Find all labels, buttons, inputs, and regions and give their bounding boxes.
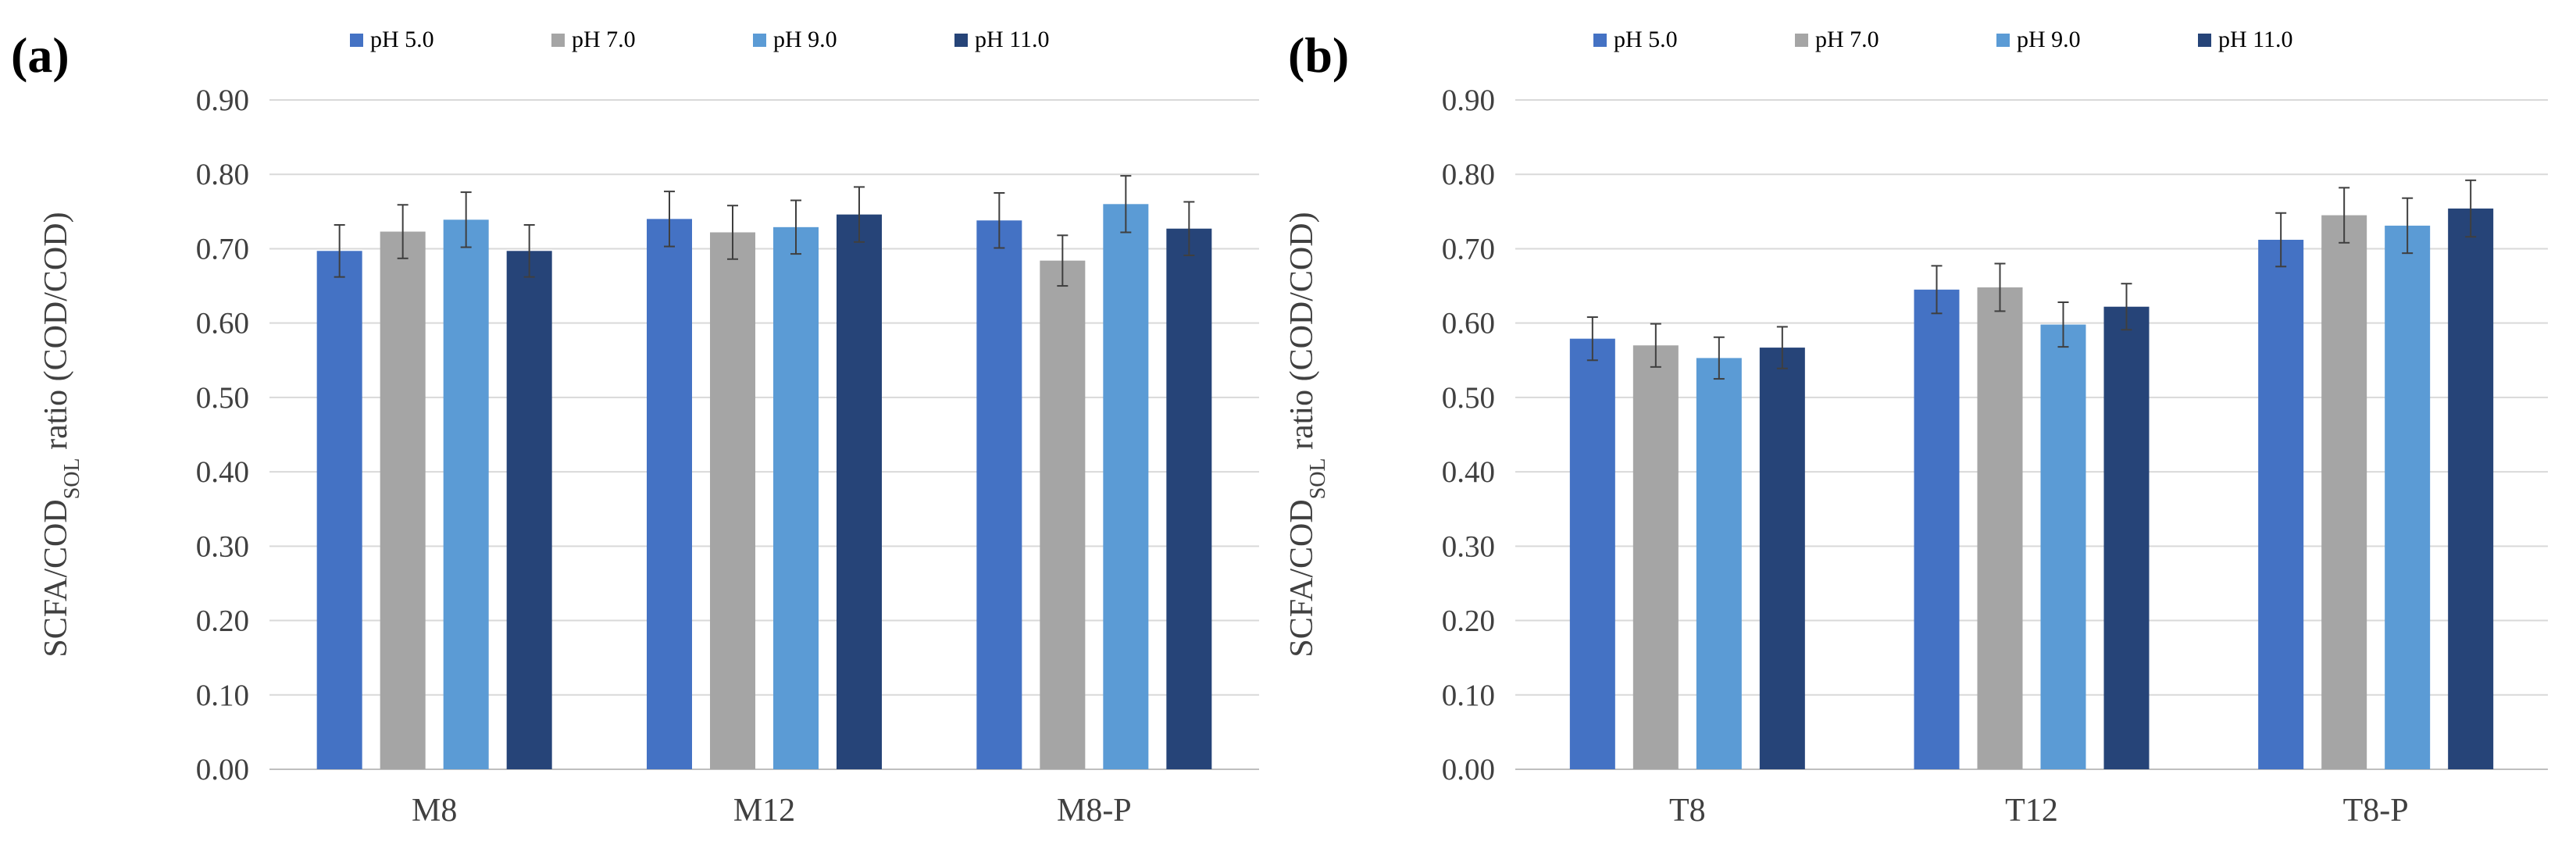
y-axis-label-subscript: SOL (60, 458, 84, 499)
bar (1696, 358, 1742, 769)
bar (1103, 204, 1149, 769)
bar (506, 251, 552, 769)
legend-label: pH 11.0 (975, 27, 1050, 52)
legend-swatch (1593, 33, 1607, 47)
legend-label: pH 9.0 (773, 27, 837, 52)
y-tick-label: 0.60 (1442, 307, 1495, 341)
y-tick-label: 0.50 (1442, 381, 1495, 415)
y-tick-label: 0.40 (196, 455, 249, 489)
x-tick-label: M12 (733, 793, 795, 829)
legend-swatch (2198, 33, 2211, 47)
y-axis-label: SCFA/CODSOL ratio (COD/COD) (38, 212, 84, 657)
y-tick-label: 0.60 (196, 307, 249, 341)
bar (647, 219, 692, 769)
bar (2321, 215, 2367, 769)
legend-label: pH 7.0 (572, 27, 636, 52)
legend-label: pH 7.0 (1815, 27, 1879, 52)
y-tick-label: 0.00 (196, 753, 249, 786)
legend: pH 5.0 pH 7.0 pH 9.0 pH 11.0 (1593, 27, 2399, 53)
y-tick-label: 0.20 (196, 604, 249, 638)
bar (2040, 324, 2086, 769)
y-axis-label: SCFA/CODSOL ratio (COD/COD) (1288, 212, 1330, 657)
panel-label: (b) (1288, 27, 1350, 83)
y-axis-label-tail: ratio (COD/COD) (1288, 212, 1320, 458)
y-tick-label: 0.80 (1442, 158, 1495, 191)
y-tick-label: 0.40 (1442, 455, 1495, 489)
x-tick-label: T12 (2005, 793, 2058, 829)
legend-swatch (1996, 33, 2010, 47)
y-axis-label-subscript: SOL (1306, 458, 1330, 499)
bar (976, 220, 1022, 769)
legend-swatch (1795, 33, 1808, 47)
x-tick-label: T8 (1669, 793, 1706, 829)
bar (837, 214, 882, 769)
panel-label: (a) (11, 27, 70, 83)
legend-item: pH 9.0 (753, 27, 954, 53)
y-tick-label: 0.30 (1442, 530, 1495, 563)
bar (1759, 348, 1805, 770)
bar (2103, 306, 2150, 769)
y-tick-label: 0.80 (196, 158, 249, 191)
bar (380, 231, 426, 769)
legend-label: pH 11.0 (2218, 27, 2293, 52)
legend-item: pH 11.0 (954, 27, 1156, 53)
y-axis-label-tail: ratio (COD/COD) (38, 212, 74, 458)
bar (1166, 228, 1212, 769)
bar (443, 219, 489, 770)
legend: pH 5.0 pH 7.0 pH 9.0 pH 11.0 (350, 27, 1156, 53)
y-tick-label: 0.20 (1442, 604, 1495, 638)
bar (2385, 225, 2431, 770)
bar (316, 251, 362, 769)
y-tick-label: 0.70 (196, 232, 249, 266)
y-tick-label: 0.90 (196, 84, 249, 117)
legend-item: pH 5.0 (350, 27, 551, 53)
x-tick-label: M8-P (1057, 793, 1132, 829)
y-tick-label: 0.30 (196, 530, 249, 563)
legend-item: pH 11.0 (2198, 27, 2399, 53)
legend-swatch (753, 33, 766, 47)
x-tick-label: T8-P (2343, 793, 2409, 829)
bar-chart-b: 0.00 0.10 0.20 0.30 0.40 0.50 0.60 0.70 0.80 0.90… (1288, 84, 2548, 829)
legend-swatch (551, 33, 565, 47)
legend-label: pH 5.0 (1614, 27, 1678, 52)
bar (710, 232, 755, 769)
legend-item: pH 7.0 (551, 27, 753, 53)
bar (1914, 289, 1960, 770)
legend-item: pH 5.0 (1593, 27, 1795, 53)
bar (2258, 240, 2304, 769)
y-tick-label: 0.10 (1442, 679, 1495, 712)
bar (1632, 345, 1679, 769)
bar-chart-a: 0.00 0.10 0.20 0.30 0.40 0.50 0.60 0.70 0.80 0.90… (38, 84, 1259, 829)
legend-swatch (954, 33, 968, 47)
x-tick-label: M8 (412, 793, 457, 829)
y-axis-label-main: SCFA/COD (38, 499, 74, 657)
bar (1040, 260, 1086, 769)
bar (773, 226, 819, 770)
legend-label: pH 5.0 (370, 27, 434, 52)
y-axis-label-main: SCFA/COD (1288, 499, 1320, 657)
y-tick-label: 0.00 (1442, 753, 1495, 786)
y-tick-label: 0.50 (196, 381, 249, 415)
bar (2448, 209, 2494, 770)
y-tick-label: 0.90 (1442, 84, 1495, 117)
legend-item: pH 7.0 (1795, 27, 1996, 53)
bar (1569, 338, 1615, 769)
chart-panel-a: (a) pH 5.0 pH 7.0 pH 9.0 pH 11.0 0.00 0.1… (11, 27, 1259, 829)
legend-swatch (350, 33, 363, 47)
legend-label: pH 9.0 (2017, 27, 2081, 52)
y-tick-label: 0.10 (196, 679, 249, 712)
legend-item: pH 9.0 (1996, 27, 2198, 53)
bar (1977, 287, 2023, 770)
chart-panel-b: (b) pH 5.0 pH 7.0 pH 9.0 pH 11.0 0.00 0.1… (1288, 0, 2576, 863)
y-tick-label: 0.70 (1442, 232, 1495, 266)
